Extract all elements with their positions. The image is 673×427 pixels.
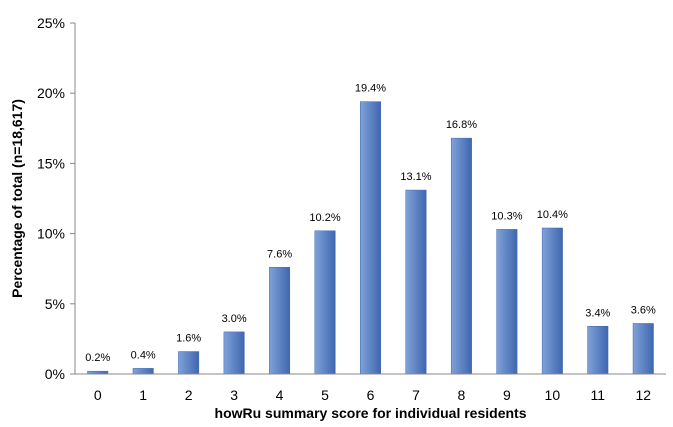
x-tick-label-2: 2: [185, 387, 193, 403]
data-label-11: 3.4%: [585, 307, 610, 319]
x-tick-label-6: 6: [367, 387, 375, 403]
bars: 0.2% 0.4% 1.6% 3.0% 7.6% 10.2% 19.4% 13.1% 16.8%…: [85, 83, 656, 375]
y-tick-label: 15%: [37, 155, 65, 171]
x-tick-label-7: 7: [412, 387, 420, 403]
y-axis-title: Percentage of total (n=18,617): [9, 99, 25, 298]
y-tick-label: 5%: [45, 296, 65, 312]
x-tick-label-1: 1: [139, 387, 147, 403]
bar-1: [132, 368, 154, 375]
y-axis-ticks: 0% 5% 10% 15% 20% 25%: [37, 15, 75, 382]
x-tick-label-9: 9: [503, 387, 511, 403]
y-tick-label: 25%: [37, 15, 65, 31]
data-label-3: 3.0%: [222, 313, 247, 325]
x-tick-label-3: 3: [230, 387, 238, 403]
data-label-10: 10.4%: [537, 209, 568, 221]
x-tick-label-4: 4: [276, 387, 284, 403]
y-tick-label: 10%: [37, 226, 65, 242]
bar-12: [632, 323, 654, 375]
data-label-8: 16.8%: [446, 119, 477, 131]
data-label-2: 1.6%: [176, 333, 201, 345]
bar-5: [314, 230, 336, 375]
x-axis-tick-labels: 0 1 2 3 4 5 6 7 8 9 10 11 12: [94, 387, 651, 403]
x-tick-label-8: 8: [458, 387, 466, 403]
data-label-6: 19.4%: [355, 83, 386, 95]
x-tick-label-10: 10: [545, 387, 561, 403]
data-label-7: 13.1%: [400, 171, 431, 183]
data-label-4: 7.6%: [267, 248, 292, 260]
data-label-12: 3.6%: [631, 304, 656, 316]
data-label-9: 10.3%: [491, 210, 522, 222]
data-label-5: 10.2%: [309, 212, 340, 224]
data-label-1: 0.4%: [131, 349, 156, 361]
bar-3: [223, 331, 245, 375]
bar-9: [496, 229, 518, 375]
x-tick-label-11: 11: [591, 387, 606, 403]
x-tick-label-0: 0: [94, 387, 102, 403]
y-tick-label: 20%: [37, 85, 65, 101]
bar-7: [405, 189, 427, 375]
x-axis-title: howRu summary score for individual resid…: [215, 405, 527, 421]
bar-8: [450, 137, 472, 375]
bar-11: [587, 326, 609, 375]
bar-2: [178, 351, 200, 375]
y-tick-label: 0%: [45, 366, 65, 382]
bar-4: [269, 267, 291, 375]
bar-10: [541, 227, 563, 375]
data-label-0: 0.2%: [85, 352, 110, 364]
x-tick-label-5: 5: [321, 387, 329, 403]
bar-6: [360, 101, 381, 375]
x-tick-label-12: 12: [635, 387, 651, 403]
